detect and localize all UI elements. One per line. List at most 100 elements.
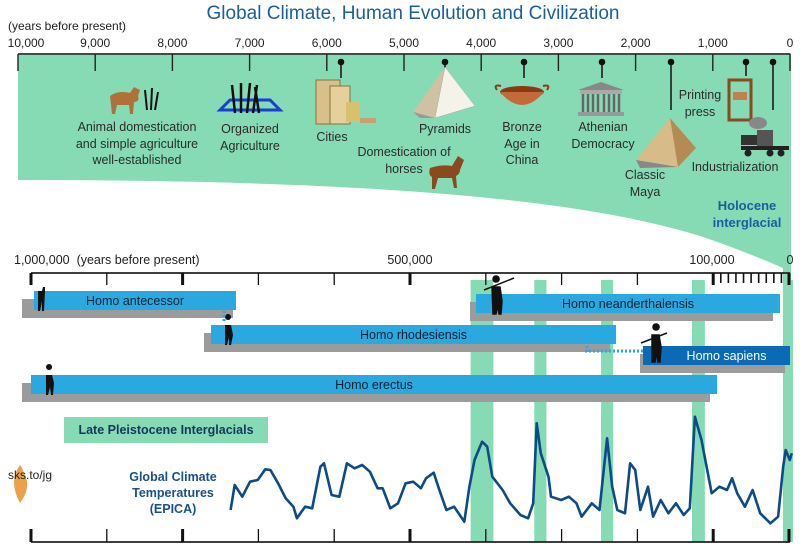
sapiens-figure-icon <box>640 323 668 363</box>
pin-head <box>598 58 606 66</box>
species-name: Homo sapiens <box>686 348 767 363</box>
tick-label-1000000: 1,000,000 <box>14 253 70 267</box>
evolution-axis <box>29 272 791 543</box>
event-label-line: Classic <box>624 168 666 182</box>
axis-tick-label: 1,000 <box>697 36 728 50</box>
axis-tick-label: 5,000 <box>388 36 420 50</box>
event-label: Printing press <box>679 87 721 120</box>
pin-head <box>337 58 345 66</box>
pin-head <box>520 58 528 66</box>
event-label-line: Organized <box>221 122 279 136</box>
printing-press-icon <box>727 78 753 122</box>
evolution-axis-unit: (years before present) <box>76 253 200 267</box>
event-label-line: China <box>505 153 539 167</box>
event-label-line: Bronze <box>502 120 542 134</box>
evolution-axis-start-label: 1,000,000 (years before present) <box>14 253 200 267</box>
event-label-line: Industrialization <box>691 160 779 174</box>
hominin-silhouettes <box>38 275 668 395</box>
event-label-line: Animal domestication <box>77 120 197 134</box>
sks-flame-logo <box>14 465 28 503</box>
event-label-line: Maya <box>629 184 661 199</box>
pyramid-icon <box>413 66 476 119</box>
axis-tick-label: 0 <box>786 36 794 50</box>
city-buildings-icon <box>315 79 376 125</box>
event-label: Athenian Democracy <box>571 119 634 152</box>
civilization-axis-unit: (years before present) <box>8 19 127 33</box>
species-bar-label-box: Homo erectus <box>31 375 717 394</box>
event-label-line: Athenian <box>578 120 628 134</box>
wheat-field-icon <box>216 82 284 114</box>
axis-tick-label: 8,000 <box>157 36 188 50</box>
pin-head <box>769 58 777 66</box>
axis-tick-label: 10,000 <box>7 36 45 50</box>
steam-train-icon <box>741 117 789 157</box>
event-label-line: well-established <box>92 153 182 167</box>
holocene-label-line: interglacial <box>712 215 782 230</box>
event-label-line: Democracy <box>571 136 635 151</box>
species-bar <box>476 294 780 313</box>
sapiens-ancestry-dotted-line <box>585 346 643 353</box>
species-bar-label-box: Homo rhodesiensis <box>211 325 616 344</box>
event-label-line: press <box>684 104 716 119</box>
tick-label-100000: 100,000 <box>689 253 735 267</box>
maya-pyramid-icon <box>636 118 696 168</box>
climate-label-line: Global Climate <box>129 470 217 484</box>
horse-icon <box>429 156 464 189</box>
holocene-label-line: Holocene <box>717 198 777 213</box>
neanderthal-figure-icon <box>483 275 515 315</box>
species-bars <box>22 291 790 402</box>
erectus-figure-icon <box>46 364 54 395</box>
axis-tick-label: 4,000 <box>466 36 497 50</box>
event-label-line: Age in <box>504 136 540 151</box>
pin-head <box>742 58 750 66</box>
axis-tick-label: 2,000 <box>620 36 651 50</box>
event-label-line: Domestication of <box>357 145 451 159</box>
credit-link[interactable]: sks.to/jg <box>8 468 53 482</box>
interglacial-strip <box>691 280 705 542</box>
dog-and-plant-icon <box>110 87 159 114</box>
species-bar <box>34 291 236 310</box>
event-label: Animal domestication and simple agricultu… <box>76 119 198 169</box>
event-label: Cities <box>316 129 347 146</box>
tick-label-0: 0 <box>786 253 794 267</box>
axis-tick-label: 9,000 <box>80 36 111 50</box>
axis-tick-label: 3,000 <box>543 36 574 50</box>
pin-head <box>667 58 675 66</box>
event-label: Domestication of horses <box>357 144 450 177</box>
species-bar <box>31 375 717 394</box>
rhodesiensis-figure-icon <box>225 314 233 345</box>
event-label: Organized Agriculture <box>220 121 280 154</box>
holocene-green-region <box>18 53 791 542</box>
interglacials-legend-box: Late Pleistocene Interglacials <box>64 417 268 443</box>
holocene-label: Holocene interglacial <box>713 197 782 231</box>
climate-label-line: Temperatures <box>132 486 214 500</box>
species-name: Homo erectus <box>335 377 413 392</box>
event-label: Bronze Age in China <box>502 119 542 169</box>
event-label-line: Cities <box>316 130 348 144</box>
tick-label-500000: 500,000 <box>387 253 433 267</box>
species-bar-label-box: Homo sapiens <box>643 346 790 365</box>
page-title: Global Climate, Human Evolution and Civi… <box>206 3 620 24</box>
event-label: Industrialization <box>692 159 779 176</box>
climate-label-line: (EPICA) <box>149 502 197 516</box>
axis-tick-label: 7,000 <box>234 36 265 50</box>
bronze-bowl-icon <box>494 84 550 105</box>
species-name: Homo rhodesiensis <box>360 327 467 342</box>
pin-head <box>441 58 449 66</box>
event-label-line: Agriculture <box>220 138 280 153</box>
event-label-line: Printing <box>678 88 722 102</box>
event-label: Classic Maya <box>625 167 665 200</box>
interglacial-strip <box>782 280 793 542</box>
event-label-line: and simple agriculture <box>75 136 199 151</box>
species-name: Homo neanderthalensis <box>561 296 695 311</box>
civilization-axis <box>17 53 791 71</box>
climate-label: Global Climate Temperatures (EPICA) <box>118 469 228 517</box>
temperature-curve <box>229 415 794 525</box>
species-bar <box>211 325 616 344</box>
species-bar-label-box: Homo antecessor <box>34 291 236 310</box>
species-bar <box>643 346 790 365</box>
axis-tick-label: 6,000 <box>311 36 342 50</box>
event-label-line: horses <box>385 161 423 176</box>
greek-temple-icon <box>578 82 624 116</box>
